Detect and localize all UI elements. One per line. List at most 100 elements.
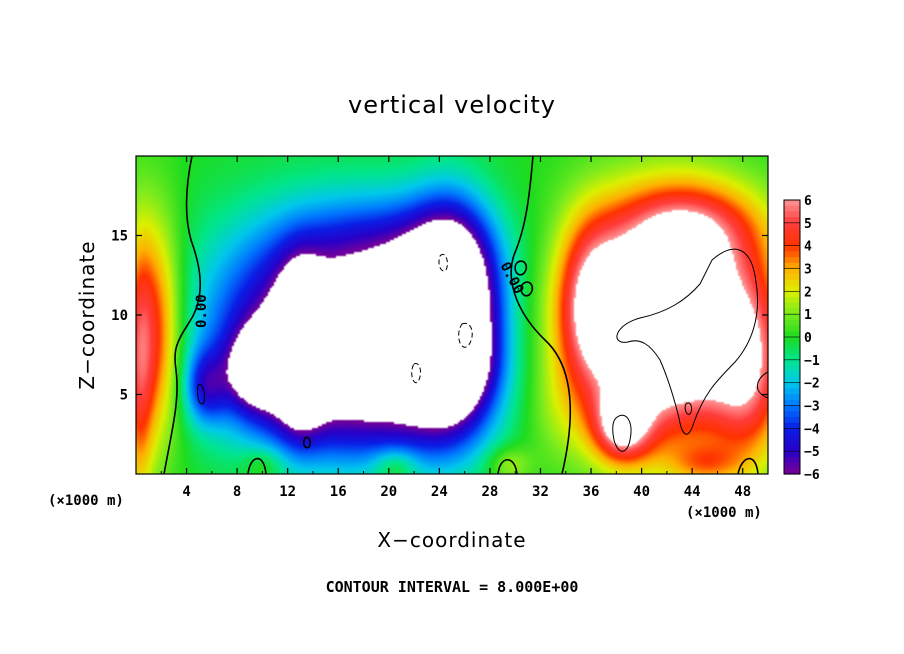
colorbar-segment — [784, 268, 800, 275]
colorbar-segment — [784, 359, 800, 367]
colorbar-segment — [784, 205, 800, 213]
colorbar-tick-label: 4 — [804, 240, 812, 255]
colorbar-segment — [784, 439, 800, 447]
colorbar-segment — [784, 342, 800, 350]
colorbar-segment — [784, 394, 800, 401]
x-tick-label-16: 16 — [330, 484, 347, 500]
colorbar-segment — [784, 371, 800, 378]
zero-contour-loop-b — [520, 281, 534, 297]
positive-contour-right — [616, 248, 759, 435]
colorbar-segment — [784, 251, 800, 258]
x-tick-label-32: 32 — [532, 484, 549, 500]
colorbar-segment — [784, 376, 800, 384]
y-axis-label: Z−coordinate — [75, 240, 99, 389]
x-tick-label-8: 8 — [233, 484, 241, 500]
x-axis-label: X−coordinate — [377, 528, 526, 552]
x-tick-label-44: 44 — [684, 484, 701, 500]
positive-contour-small — [612, 414, 632, 452]
zero-contour-loop-a — [514, 260, 528, 276]
colorbar-tick-label: −1 — [804, 354, 820, 369]
colorbar-segment — [784, 257, 800, 264]
y-tick-label-5: 5 — [120, 388, 128, 404]
colorbar-segment — [784, 405, 800, 412]
zero-contour-left — [163, 156, 202, 474]
colorbar-segment — [784, 325, 800, 332]
colorbar-tick-label: 5 — [804, 217, 812, 232]
zero-contour-center — [510, 156, 572, 474]
y-axis: 5 10 15 — [111, 229, 768, 404]
colorbar-segment — [784, 314, 800, 321]
contour-interval-note: CONTOUR INTERVAL = 8.000E+00 — [326, 578, 579, 596]
velocity-field-raster — [136, 156, 768, 474]
x-tick-label-48: 48 — [734, 484, 751, 500]
colorbar-segment — [784, 319, 800, 327]
colorbar-segment — [784, 456, 800, 464]
velocity-field: 0.00 0.00 — [136, 156, 768, 474]
colorbar-tick-label: 1 — [804, 308, 812, 323]
x-tick-label-24: 24 — [431, 484, 448, 500]
colorbar-tick-label: 3 — [804, 263, 812, 278]
negative-contour-group — [411, 254, 473, 384]
colorbar-segment — [784, 285, 800, 292]
positive-contour-left-blob — [197, 383, 205, 405]
zero-contour-group — [163, 156, 759, 474]
colorbar-tick-label: −4 — [804, 422, 820, 437]
chart-title: vertical velocity — [348, 91, 556, 119]
colorbar-tick-label: −5 — [804, 445, 820, 460]
y-tick-label-15: 15 — [111, 229, 128, 245]
colorbar-tick-label: −2 — [804, 377, 820, 392]
zero-contour-bump-c — [737, 457, 759, 474]
colorbar-segment — [784, 354, 800, 361]
colorbar-segment — [784, 434, 800, 441]
colorbar-segment — [784, 200, 800, 207]
x-axis: 4 8 12 16 20 24 28 32 36 40 44 48 — [160, 156, 751, 500]
colorbar-segment — [784, 331, 800, 338]
colorbar-segment — [784, 411, 800, 418]
x-tick-label-4: 4 — [182, 484, 190, 500]
y-tick-label-10: 10 — [111, 308, 128, 324]
colorbar-segment — [784, 302, 800, 310]
positive-contour-mini — [684, 402, 693, 415]
colorbar-segment — [784, 462, 800, 469]
positive-contour-group — [197, 248, 768, 452]
negative-contour-c — [438, 254, 448, 272]
x-tick-label-36: 36 — [583, 484, 600, 500]
colorbar-tick-label: −3 — [804, 400, 820, 415]
colorbar-segment — [784, 262, 800, 270]
colorbar: 6 5 4 3 2 1 0 −1 −2 −3 −4 −5 −6 — [783, 194, 820, 483]
colorbar-segment — [784, 222, 800, 230]
colorbar-segment — [784, 365, 800, 372]
colorbar-segment — [784, 416, 800, 424]
zero-contour-loop-c — [302, 436, 312, 449]
colorbar-tick-label: 0 — [804, 331, 812, 346]
colorbar-segment — [784, 274, 800, 281]
x-unit-left: (×1000 m) — [48, 493, 124, 509]
negative-contour-b — [411, 363, 422, 384]
colorbar-segment — [784, 382, 800, 389]
x-tick-label-28: 28 — [481, 484, 498, 500]
negative-contour-a — [458, 322, 473, 348]
colorbar-tick-label: 6 — [804, 194, 812, 209]
colorbar-segment — [784, 234, 800, 241]
colorbar-segment — [784, 217, 800, 224]
colorbar-segment — [784, 468, 800, 475]
colorbar-tick-label: 2 — [804, 285, 812, 300]
positive-contour-edge — [757, 371, 768, 399]
colorbar-segment — [784, 388, 800, 395]
colorbar-segment — [784, 279, 800, 287]
colorbar-segment — [784, 291, 800, 298]
x-tick-label-12: 12 — [279, 484, 296, 500]
colorbar-segment — [784, 451, 800, 458]
colorbar-segment — [784, 422, 800, 429]
colorbar-segment — [784, 337, 800, 344]
colorbar-segment — [784, 399, 800, 407]
colorbar-segment — [784, 245, 800, 252]
colorbar-segment — [784, 228, 800, 235]
zero-contour-bump-a — [247, 457, 267, 474]
zero-contour-bump-b — [497, 458, 518, 474]
colorbar-segment — [784, 297, 800, 304]
colorbar-segment — [784, 308, 800, 315]
x-unit-right: (×1000 m) — [686, 505, 762, 521]
colorbar-segment — [784, 445, 800, 452]
